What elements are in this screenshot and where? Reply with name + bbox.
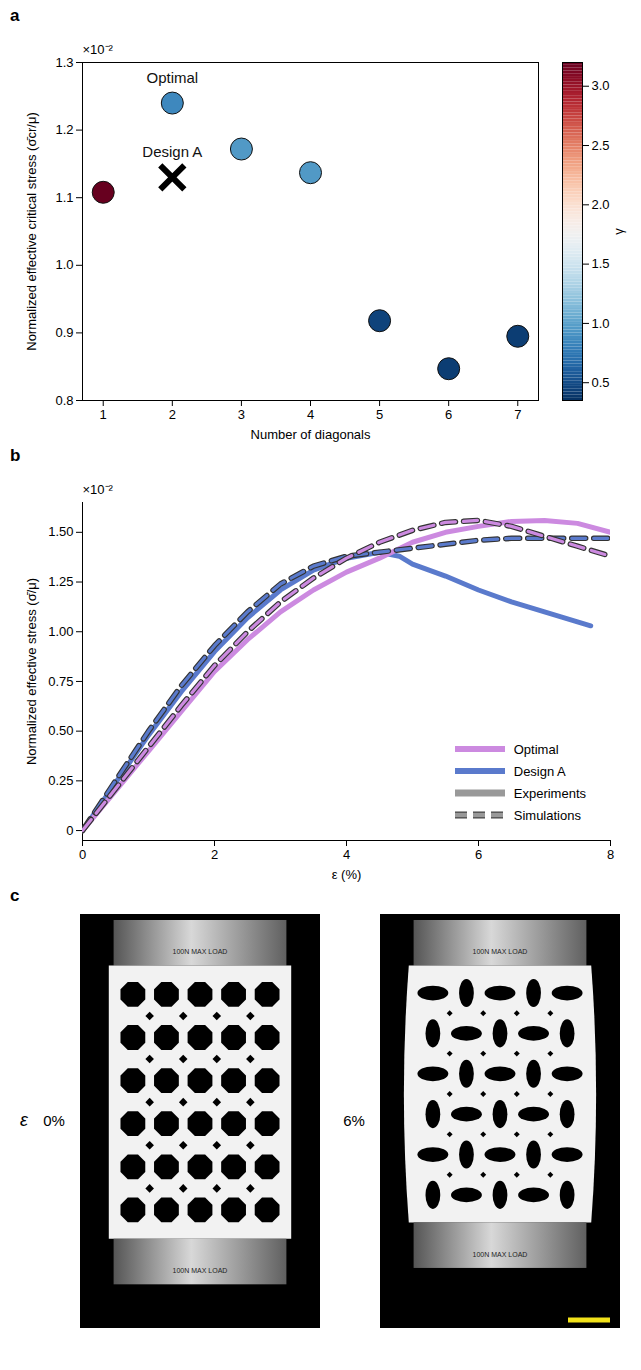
svg-text:2: 2: [169, 407, 176, 422]
html-text:b: b: [10, 446, 21, 465]
svg-text:2: 2: [211, 847, 218, 862]
svg-text:0.25: 0.25: [48, 773, 73, 788]
svg-text:γ: γ: [611, 228, 626, 235]
html-text:Experiments: Experiments: [513, 785, 586, 801]
svg-text:1.2: 1.2: [55, 122, 73, 137]
svg-text:3: 3: [238, 407, 245, 422]
svg-text:5: 5: [376, 407, 383, 422]
svg-text:1.00: 1.00: [48, 624, 73, 639]
svg-text:0%: 0%: [43, 1112, 65, 1129]
svg-text:7: 7: [514, 407, 521, 422]
svg-text:6: 6: [475, 847, 482, 862]
svg-text:1.1: 1.1: [55, 190, 73, 205]
svg-text:1.5: 1.5: [592, 256, 610, 271]
svg-text:×10⁻²: ×10⁻²: [83, 482, 114, 497]
svg-text:Normalized effective critical: Normalized effective critical stress (σ̄…: [24, 112, 39, 351]
svg-text:×10⁻²: ×10⁻²: [83, 42, 114, 57]
html-text:Simulations: Simulations: [513, 807, 581, 823]
svg-text:0.9: 0.9: [55, 325, 73, 340]
svg-text:6%: 6%: [343, 1112, 365, 1129]
svg-text:Number of diagonals: Number of diagonals: [251, 427, 371, 442]
svg-text:0: 0: [66, 823, 73, 838]
svg-text:100N MAX LOAD: 100N MAX LOAD: [173, 948, 228, 955]
svg-text:0.8: 0.8: [55, 393, 73, 408]
html-text:c: c: [10, 886, 20, 905]
svg-text:Normalized effective stress (σ: Normalized effective stress (σ̄/μ): [24, 578, 39, 765]
svg-text:0.5: 0.5: [592, 375, 610, 390]
svg-text:6: 6: [445, 407, 452, 422]
svg-text:8: 8: [607, 847, 614, 862]
svg-text:2.5: 2.5: [592, 138, 610, 153]
svg-text:1.0: 1.0: [55, 257, 73, 272]
html-text:a: a: [10, 6, 20, 25]
svg-text:2.0: 2.0: [592, 197, 610, 212]
svg-text:Design A: Design A: [142, 143, 202, 160]
svg-text:100N MAX LOAD: 100N MAX LOAD: [173, 1267, 228, 1274]
svg-text:1.0: 1.0: [592, 316, 610, 331]
svg-text:3.0: 3.0: [592, 78, 610, 93]
svg-text:0.50: 0.50: [48, 723, 73, 738]
svg-text:ε: ε: [20, 1110, 29, 1130]
svg-text:1.25: 1.25: [48, 574, 73, 589]
svg-text:1.3: 1.3: [55, 55, 73, 70]
svg-text:0.75: 0.75: [48, 674, 73, 689]
svg-text:1: 1: [100, 407, 107, 422]
svg-text:100N MAX LOAD: 100N MAX LOAD: [473, 948, 528, 955]
svg-text:Optimal: Optimal: [146, 69, 198, 86]
html-text:Optimal: Optimal: [513, 741, 559, 757]
svg-text:4: 4: [307, 407, 314, 422]
svg-text:4: 4: [343, 847, 350, 862]
html-text:Design A: Design A: [513, 763, 566, 779]
svg-text:0: 0: [79, 847, 86, 862]
svg-text:100N MAX LOAD: 100N MAX LOAD: [473, 1251, 528, 1258]
svg-text:1.50: 1.50: [48, 524, 73, 539]
svg-text:ε (%): ε (%): [332, 867, 362, 882]
